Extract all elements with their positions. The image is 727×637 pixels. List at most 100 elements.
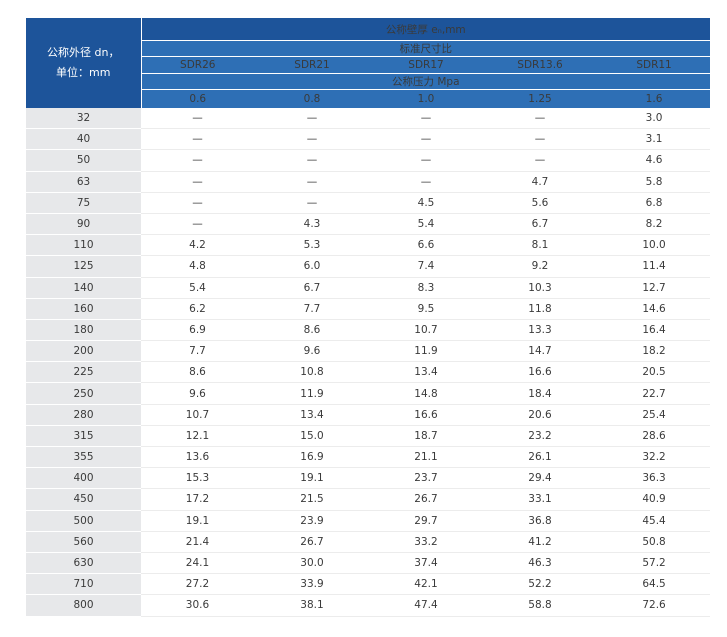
wall-thickness-cell: 10.7 [370, 319, 482, 342]
wall-thickness-cell: 7.7 [254, 298, 370, 320]
wall-thickness-cell: 8.2 [598, 213, 711, 236]
table-row: 355 13.6 16.9 21.1 26.1 32.2 [26, 446, 711, 469]
wall-thickness-cell: 8.3 [370, 277, 482, 299]
wall-thickness-cell: 4.8 [141, 255, 254, 278]
outer-diameter-cell: 250 [26, 382, 141, 405]
wall-thickness-cell: 26.7 [254, 531, 370, 553]
wall-thickness-cell: 13.6 [141, 446, 254, 469]
wall-thickness-cell: — [254, 171, 370, 193]
wall-thickness-cell: — [254, 192, 370, 214]
outer-diameter-cell: 75 [26, 192, 141, 214]
wall-thickness-cell: — [370, 149, 482, 172]
wall-thickness-cell: 6.7 [254, 277, 370, 299]
wall-thickness-cell: — [482, 108, 598, 130]
wall-thickness-cell: 21.4 [141, 531, 254, 553]
table-row: 140 5.4 6.7 8.3 10.3 12.7 [26, 277, 711, 299]
wall-thickness-cell: 26.1 [482, 446, 598, 469]
wall-thickness-cell: 52.2 [482, 573, 598, 596]
wall-thickness-cell: 42.1 [370, 573, 482, 596]
wall-thickness-cell: 14.8 [370, 382, 482, 405]
wall-thickness-cell: 6.6 [370, 234, 482, 257]
wall-thickness-cell: 18.7 [370, 425, 482, 448]
wall-thickness-cell: 23.2 [482, 425, 598, 448]
table-row: 125 4.8 6.0 7.4 9.2 11.4 [26, 255, 711, 278]
wall-thickness-cell: 7.4 [370, 255, 482, 278]
wall-thickness-cell: 30.6 [141, 594, 254, 617]
wall-thickness-cell: — [141, 192, 254, 214]
table-row: 75— —4.5 5.6 6.8 [26, 192, 711, 214]
wall-thickness-cell: 15.0 [254, 425, 370, 448]
wall-thickness-cell: 40.9 [598, 488, 711, 511]
wall-thickness-cell: — [482, 149, 598, 172]
outer-diameter-cell: 630 [26, 552, 141, 575]
wall-thickness-cell: 6.8 [598, 192, 711, 214]
wall-thickness-cell: 18.4 [482, 382, 598, 405]
wall-thickness-cell: — [370, 108, 482, 130]
wall-thickness-cell: 10.8 [254, 361, 370, 384]
wall-thickness-cell: 27.2 [141, 573, 254, 596]
wall-thickness-cell: 16.6 [482, 361, 598, 384]
wall-thickness-cell: 16.9 [254, 446, 370, 469]
wall-thickness-cell: 26.7 [370, 488, 482, 511]
table-row: 280 10.7 13.4 16.6 20.6 25.4 [26, 404, 711, 426]
wall-thickness-cell: 24.1 [141, 552, 254, 575]
outer-diameter-cell: 560 [26, 531, 141, 553]
wall-thickness-cell: 11.4 [598, 255, 711, 278]
pressure-header-cell: 0.8 [254, 88, 370, 108]
table-row: 160 6.2 7.7 9.5 11.8 14.6 [26, 298, 711, 320]
pressure-header-cell: 1.6 [598, 88, 711, 108]
outer-diameter-cell: 280 [26, 404, 141, 426]
table-row: 710 27.2 33.9 42.1 52.2 64.5 [26, 573, 711, 596]
wall-thickness-cell: 8.6 [141, 361, 254, 384]
wall-thickness-cell: 16.6 [370, 404, 482, 426]
wall-thickness-cell: 14.7 [482, 340, 598, 363]
wall-thickness-cell: 3.1 [598, 128, 711, 151]
outer-diameter-cell: 315 [26, 425, 141, 448]
wall-thickness-cell: 12.7 [598, 277, 711, 299]
outer-diameter-cell: 400 [26, 467, 141, 490]
wall-thickness-cell: 4.6 [598, 149, 711, 172]
wall-thickness-cell: 14.6 [598, 298, 711, 320]
outer-diameter-cell: 450 [26, 488, 141, 511]
table-row: 90—4.3 5.4 6.7 8.2 [26, 213, 711, 236]
wall-thickness-cell: 64.5 [598, 573, 711, 596]
table-row: 50— — — —4.6 [26, 149, 711, 172]
outer-diameter-cell: 200 [26, 340, 141, 363]
wall-thickness-cell: 36.8 [482, 510, 598, 532]
header-row-wall-thickness: 公称外径 dn， 单位：mm 公称壁厚 eₙ,mm [26, 18, 711, 108]
wall-thickness-cell: 11.8 [482, 298, 598, 320]
wall-thickness-cell: 13.4 [370, 361, 482, 384]
table-row: 315 12.1 15.0 18.7 23.2 28.6 [26, 425, 711, 448]
wall-thickness-cell: — [482, 128, 598, 151]
wall-thickness-cell: 28.6 [598, 425, 711, 448]
wall-thickness-cell: 29.7 [370, 510, 482, 532]
outer-diameter-cell: 110 [26, 234, 141, 257]
wall-thickness-cell: — [254, 108, 370, 130]
wall-thickness-cell: 23.9 [254, 510, 370, 532]
outer-diameter-header: 公称外径 dn， 单位：mm [26, 18, 142, 108]
header-row-pressure-title: 公称压力 Mpa [26, 72, 711, 90]
table-row: 500 19.1 23.9 29.7 36.8 45.4 [26, 510, 711, 532]
wall-thickness-cell: 33.9 [254, 573, 370, 596]
outer-diameter-cell: 225 [26, 361, 141, 384]
wall-thickness-cell: 4.7 [482, 171, 598, 193]
pressure-header-cell: 1.25 [482, 88, 598, 108]
pressure-header-cell: 1.0 [370, 88, 482, 108]
pressure-title-header: 公称压力 Mpa [141, 72, 711, 90]
wall-thickness-cell: 9.2 [482, 255, 598, 278]
wall-thickness-cell: 13.4 [254, 404, 370, 426]
wall-thickness-cell: 10.7 [141, 404, 254, 426]
wall-thickness-cell: 45.4 [598, 510, 711, 532]
wall-thickness-cell: 46.3 [482, 552, 598, 575]
outer-diameter-cell: 32 [26, 108, 141, 130]
wall-thickness-cell: 36.3 [598, 467, 711, 490]
table-row: 32— — — —3.0 [26, 108, 711, 130]
outer-diameter-label: 公称外径 dn， [47, 46, 120, 59]
wall-thickness-cell: 5.4 [141, 277, 254, 299]
header-row-sdr-title: 标准尺寸比 [26, 40, 711, 57]
wall-thickness-cell: 12.1 [141, 425, 254, 448]
wall-thickness-cell: 6.7 [482, 213, 598, 236]
wall-thickness-cell: 38.1 [254, 594, 370, 617]
outer-diameter-cell: 355 [26, 446, 141, 469]
sdr-header-cell: SDR11 [598, 56, 711, 74]
